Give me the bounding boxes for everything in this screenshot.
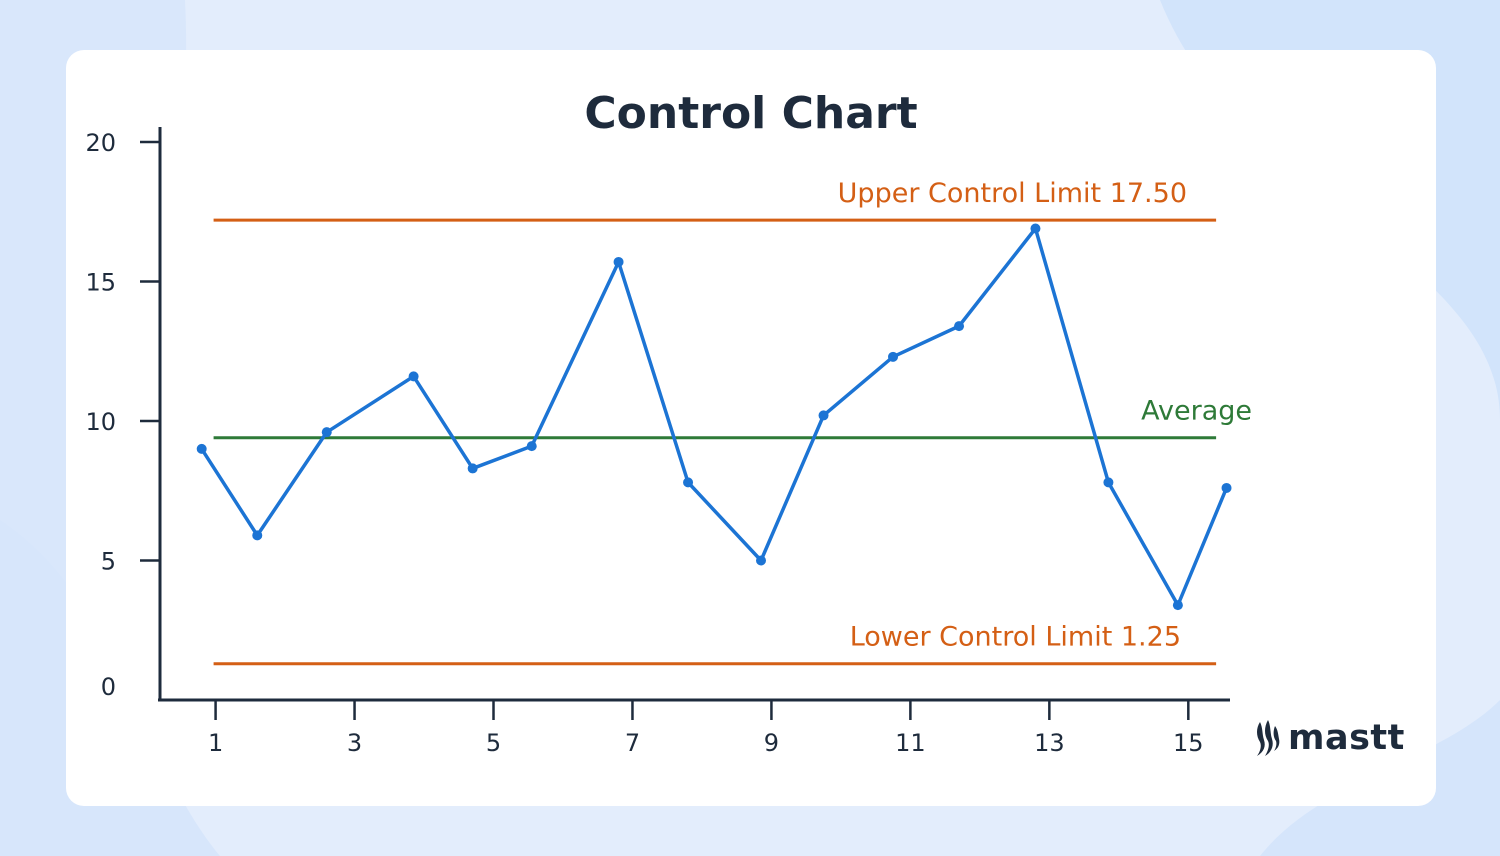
data-point — [321, 427, 332, 438]
series-line — [200, 226, 1229, 607]
data-point — [467, 463, 478, 474]
data-point — [818, 410, 829, 421]
x-tick-label: 5 — [486, 729, 501, 757]
data-point — [613, 256, 624, 267]
y-tick-label: 0 — [101, 673, 116, 701]
y-tick-label: 15 — [85, 269, 116, 297]
data-point — [252, 530, 263, 541]
data-series — [196, 223, 1232, 611]
chart-title: Control Chart — [584, 88, 917, 139]
reference-lines: Upper Control Limit 17.50 Average Lower Co… — [213, 178, 1252, 666]
data-point — [196, 443, 207, 454]
x-tick-label: 1 — [208, 729, 223, 757]
data-point — [1221, 482, 1232, 493]
reference-line-label: Lower Control Limit 1.25 — [850, 622, 1181, 653]
x-tick-label: 3 — [347, 729, 362, 757]
x-tick-label: 11 — [895, 729, 926, 757]
data-point — [408, 371, 419, 382]
data-point — [888, 351, 899, 362]
data-point — [1103, 477, 1114, 488]
x-tick-label: 9 — [764, 729, 779, 757]
data-point — [756, 555, 767, 566]
data-point — [954, 321, 965, 332]
reference-line-label: Average — [1141, 396, 1252, 427]
data-point — [1172, 600, 1183, 611]
y-tick-label: 10 — [85, 408, 116, 436]
mastt-logo: mastt — [1254, 716, 1405, 760]
y-tick-label: 20 — [85, 129, 116, 157]
logo-text: mastt — [1288, 718, 1405, 758]
y-tick-label: 5 — [101, 548, 116, 576]
data-point — [683, 477, 694, 488]
x-tick-label: 13 — [1034, 729, 1065, 757]
x-tick-label: 7 — [625, 729, 640, 757]
data-point — [1030, 223, 1041, 234]
data-point — [526, 441, 537, 452]
x-tick-label: 15 — [1173, 729, 1204, 757]
chart-card — [66, 50, 1436, 806]
mastt-flame-icon — [1257, 720, 1280, 756]
reference-line-label: Upper Control Limit 17.50 — [838, 178, 1187, 209]
